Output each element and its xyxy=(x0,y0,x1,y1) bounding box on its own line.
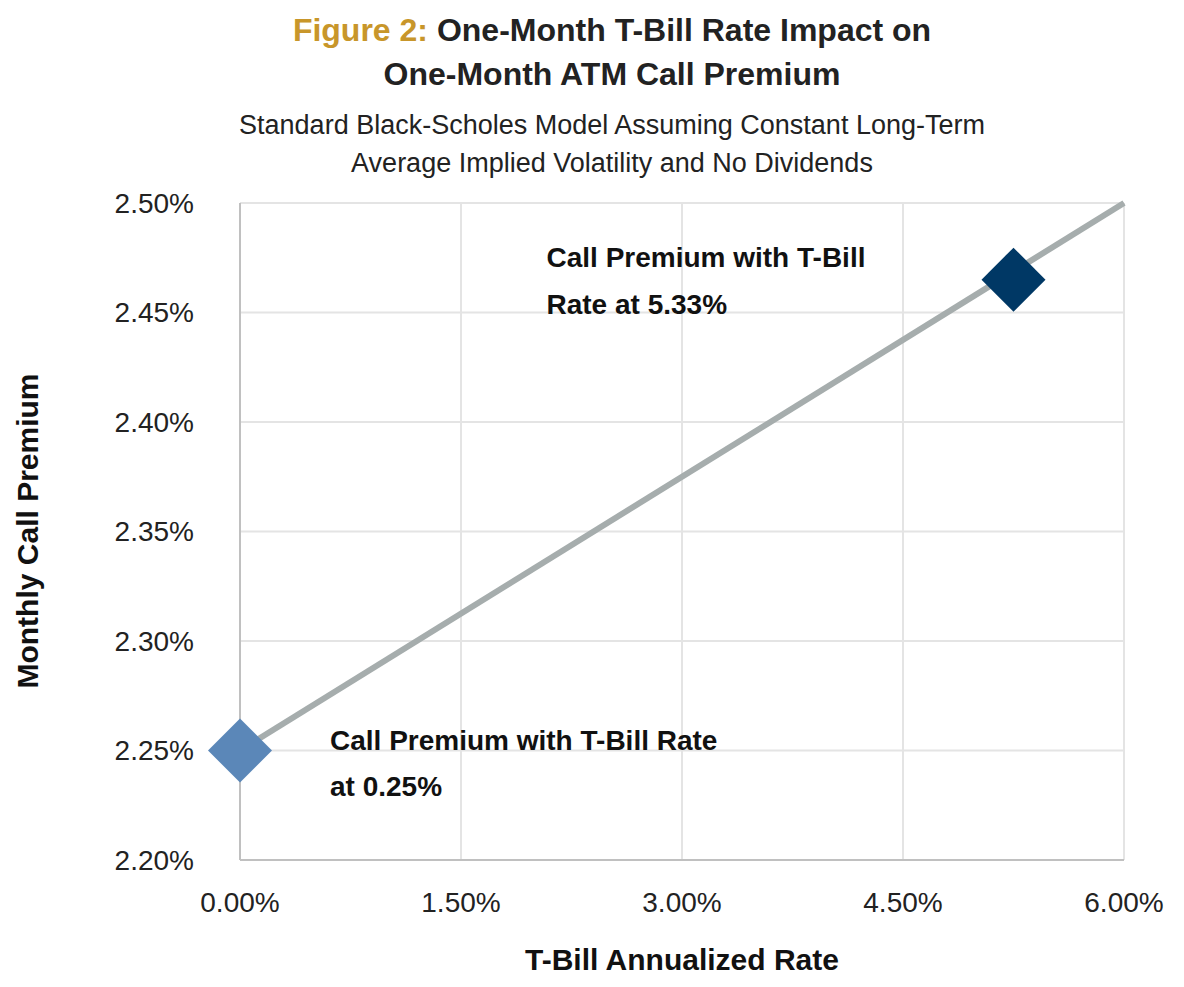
html-text:Average Implied Volatility and: Average Implied Volatility and No Divide… xyxy=(351,148,873,178)
html-text:Standard Black-Scholes Model A: Standard Black-Scholes Model Assuming Co… xyxy=(239,110,985,140)
svg-text:Call Premium with T-Bill Ratea: Call Premium with T-Bill Rateat 0.25% xyxy=(330,725,717,802)
svg-text:2.30%: 2.30% xyxy=(115,626,194,657)
svg-text:2.45%: 2.45% xyxy=(115,297,194,328)
svg-text:0.00%: 0.00% xyxy=(200,887,279,918)
html-text:Monthly Call Premium: Monthly Call Premium xyxy=(11,373,44,689)
svg-text:2.25%: 2.25% xyxy=(115,735,194,766)
svg-text:4.50%: 4.50% xyxy=(863,887,942,918)
svg-text:6.00%: 6.00% xyxy=(1084,887,1163,918)
svg-text:2.35%: 2.35% xyxy=(115,516,194,547)
html-text:T-Bill Annualized Rate: T-Bill Annualized Rate xyxy=(525,943,839,976)
svg-text:1.50%: 1.50% xyxy=(421,887,500,918)
svg-text:3.00%: 3.00% xyxy=(642,887,721,918)
svg-text:2.40%: 2.40% xyxy=(115,407,194,438)
svg-text:2.20%: 2.20% xyxy=(115,845,194,876)
svg-text:Call Premium with T-BillRate a: Call Premium with T-BillRate at 5.33% xyxy=(547,242,866,320)
html-text:One-Month ATM Call Premium: One-Month ATM Call Premium xyxy=(383,56,841,92)
html-text:Figure 2: One-Month T-Bill Rat: Figure 2: One-Month T-Bill Rate Impact o… xyxy=(292,12,932,48)
svg-text:2.50%: 2.50% xyxy=(115,188,194,219)
